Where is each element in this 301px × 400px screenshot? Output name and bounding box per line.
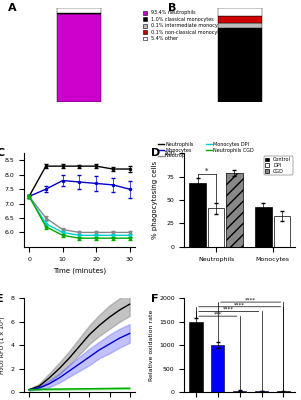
X-axis label: Time (minutes): Time (minutes) — [53, 267, 106, 274]
Bar — [57, 8, 101, 13]
Bar — [218, 23, 262, 28]
Bar — [189, 322, 203, 392]
Text: D: D — [151, 148, 160, 158]
Y-axis label: Relative oxidation rate: Relative oxidation rate — [148, 310, 154, 381]
Text: ****: **** — [223, 307, 234, 312]
Text: F: F — [151, 294, 159, 304]
Bar — [255, 391, 268, 392]
Bar — [226, 173, 243, 247]
Legend: 93.4% neutrophils, 1.0% classical monocytes, 0.1% intermediate monocytes, 0.1% n: 93.4% neutrophils, 1.0% classical monocy… — [143, 10, 226, 41]
Bar — [208, 208, 224, 247]
Text: C: C — [0, 148, 5, 158]
Bar — [218, 28, 262, 102]
Bar — [274, 216, 290, 247]
Bar — [57, 14, 101, 102]
Bar — [277, 391, 290, 392]
Bar — [218, 16, 262, 23]
Text: ****: **** — [234, 302, 245, 307]
Text: ***: *** — [214, 312, 222, 317]
Text: ****: **** — [245, 298, 256, 303]
Text: B: B — [168, 3, 176, 13]
Text: *: * — [205, 168, 209, 174]
Bar — [233, 391, 246, 392]
Bar — [189, 183, 206, 247]
Text: E: E — [0, 294, 4, 304]
Bar — [57, 13, 101, 14]
Bar — [211, 345, 225, 392]
Y-axis label: H₂O₂ RFU (1 x 10⁵): H₂O₂ RFU (1 x 10⁵) — [0, 316, 5, 374]
Bar — [218, 8, 262, 16]
Legend: Control, DPI, CGD: Control, DPI, CGD — [264, 156, 293, 176]
Text: A: A — [8, 3, 16, 13]
Legend: Neutrophils, Monocytes, Neutrophils DPI, Monocytes DPI, Neutrophils CGD: Neutrophils, Monocytes, Neutrophils DPI,… — [158, 142, 254, 158]
Y-axis label: % phagocytosing cells: % phagocytosing cells — [151, 161, 157, 239]
Bar — [255, 206, 272, 247]
